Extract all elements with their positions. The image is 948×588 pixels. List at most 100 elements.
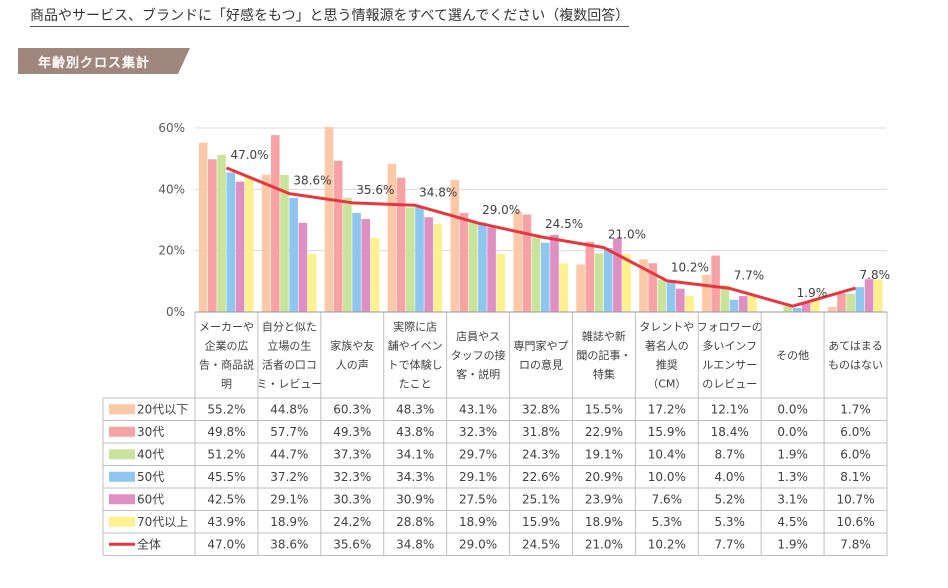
total-data-label: 7.8% — [860, 268, 891, 282]
total-line — [225, 166, 856, 308]
total-data-label: 1.9% — [797, 286, 828, 300]
bar — [711, 255, 720, 312]
category-label: ロの意見 — [519, 358, 563, 372]
legend-key — [109, 471, 135, 482]
table-value: 1.9% — [777, 447, 808, 461]
table-value: 29.1% — [270, 492, 308, 506]
bar — [783, 306, 793, 312]
table-value: 43.8% — [396, 425, 434, 439]
table-value: 1.9% — [777, 537, 808, 551]
bar — [415, 206, 424, 312]
legend-name: 20代以下 — [137, 402, 188, 416]
bar — [666, 281, 676, 312]
table-value: 28.8% — [396, 515, 434, 529]
bar — [855, 287, 865, 312]
table-value: 60.3% — [333, 402, 371, 416]
table-value: 7.7% — [714, 537, 745, 551]
total-data-label: 29.0% — [482, 203, 520, 217]
bar — [622, 254, 631, 312]
bar — [513, 211, 522, 312]
bar — [387, 163, 397, 312]
category-label: たこと — [399, 378, 432, 391]
bar — [550, 235, 559, 312]
table-value: 15.5% — [585, 402, 623, 416]
bar — [307, 254, 317, 312]
legend-key — [109, 426, 135, 437]
table-value: 38.6% — [270, 537, 308, 551]
table-value: 7.8% — [840, 537, 871, 551]
bar — [541, 242, 550, 312]
table-value: 22.9% — [585, 425, 623, 439]
category-label: 実際に店 — [393, 320, 437, 334]
bar — [801, 302, 811, 312]
table-value: 47.0% — [207, 537, 245, 551]
category-label: 自分と似た — [262, 321, 317, 334]
category-label: 特集 — [593, 367, 615, 381]
table-value: 49.3% — [333, 425, 371, 439]
bar — [702, 274, 711, 312]
legend-name: 70代以上 — [137, 515, 188, 529]
bar — [459, 212, 469, 312]
table-value: 24.5% — [522, 537, 560, 551]
table-value: 0.0% — [777, 425, 808, 439]
total-data-label: 21.0% — [608, 228, 646, 242]
table-value: 34.1% — [396, 447, 434, 461]
table-value: 5.2% — [714, 492, 745, 506]
bar — [576, 264, 585, 312]
table-value: 45.5% — [207, 470, 245, 484]
table-value: 15.9% — [648, 425, 686, 439]
bar — [396, 177, 406, 312]
table-value: 18.9% — [270, 515, 308, 529]
legend-name: 50代 — [137, 470, 164, 484]
category-label: 人の声 — [336, 358, 369, 372]
bar — [738, 296, 748, 312]
bar — [720, 285, 730, 312]
legend-name: 60代 — [137, 492, 164, 506]
bar — [370, 237, 380, 312]
table-value: 55.2% — [207, 402, 245, 416]
table-value: 15.9% — [522, 515, 560, 529]
legend-name: 30代 — [137, 425, 164, 439]
table-value: 20.9% — [585, 470, 623, 484]
table-value: 32.3% — [333, 470, 371, 484]
table-value: 37.2% — [270, 470, 308, 484]
total-data-label: 47.0% — [230, 148, 268, 162]
table-value: 12.1% — [711, 402, 749, 416]
bar — [198, 142, 208, 312]
table-value: 10.6% — [836, 515, 874, 529]
table-value: 7.6% — [652, 492, 683, 506]
table-value: 32.8% — [522, 402, 560, 416]
category-label: ものはない — [828, 359, 883, 372]
table-value: 43.9% — [207, 515, 245, 529]
table-value: 43.1% — [459, 402, 497, 416]
table-value: 48.3% — [396, 402, 434, 416]
category-label: タレントや — [639, 321, 694, 334]
bar — [343, 197, 352, 312]
bar — [361, 219, 371, 312]
category-label: ルエンサー — [702, 359, 757, 372]
table-value: 35.6% — [333, 537, 371, 551]
table-value: 6.0% — [840, 425, 871, 439]
category-label: 雑誌や新 — [582, 329, 626, 343]
bar — [280, 174, 289, 312]
bar — [424, 217, 433, 312]
table-value: 18.4% — [711, 425, 749, 439]
table-value: 49.8% — [207, 425, 245, 439]
category-label: （CM） — [647, 378, 686, 391]
bar — [657, 280, 667, 312]
table-value: 1.7% — [840, 402, 871, 416]
category-label: 著名人の — [645, 339, 689, 353]
y-tick-label: 0% — [166, 305, 185, 319]
table-value: 34.8% — [396, 537, 434, 551]
table-value: 24.3% — [522, 447, 560, 461]
table-value: 0.0% — [777, 402, 808, 416]
table-value: 34.3% — [396, 470, 434, 484]
bar — [792, 308, 802, 312]
category-label: 告・商品説 — [199, 358, 254, 372]
table-value: 44.8% — [270, 402, 308, 416]
bar — [298, 222, 308, 312]
table-value: 44.7% — [270, 447, 308, 461]
bar — [559, 263, 568, 312]
table-value: 5.3% — [714, 515, 745, 529]
bar — [748, 295, 757, 312]
